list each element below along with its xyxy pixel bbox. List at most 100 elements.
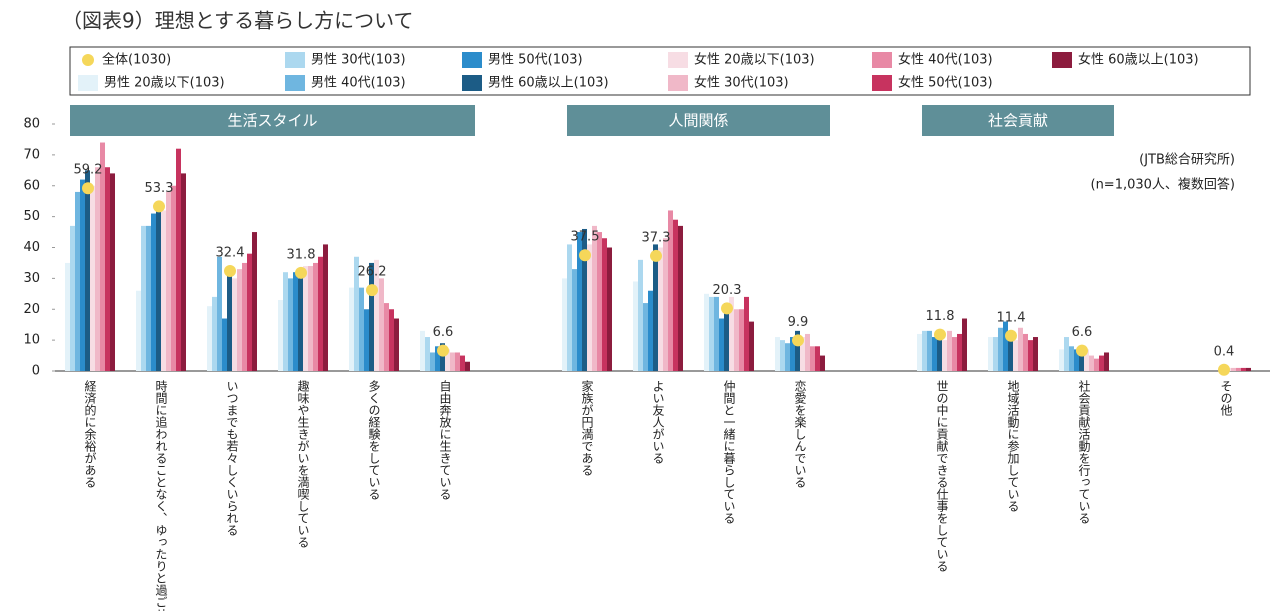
bar [176, 148, 181, 371]
y-tick-label: 70 [23, 147, 40, 162]
bar [369, 262, 374, 371]
group-header [567, 105, 830, 136]
bar [988, 337, 993, 371]
bar [445, 349, 450, 371]
legend-label: 女性 50代(103) [898, 75, 993, 91]
bar [587, 244, 592, 371]
bar [947, 330, 952, 371]
bar [384, 303, 389, 371]
bar [389, 309, 394, 371]
bar [1236, 367, 1241, 371]
bar [374, 259, 379, 371]
bar [582, 228, 587, 371]
legend-swatch [462, 52, 482, 68]
bar [648, 290, 653, 371]
bar [110, 173, 115, 371]
bar [303, 266, 308, 371]
bar [633, 281, 638, 371]
legend-box [69, 46, 1251, 96]
overall-value-label: 37.3 [642, 230, 671, 245]
bar [75, 191, 80, 371]
bar [425, 337, 430, 371]
bar [739, 309, 744, 371]
bar [298, 278, 303, 371]
bar [998, 327, 1003, 371]
bar [283, 272, 288, 371]
overall-marker [295, 266, 307, 279]
bar [922, 330, 927, 371]
bar [749, 321, 754, 371]
bar [450, 352, 455, 371]
x-tick-label: 世の中に貢献できる仕事をしている [935, 380, 949, 572]
bar [927, 330, 932, 371]
bar [1079, 346, 1084, 371]
group-label: 社会貢献 [988, 112, 1048, 130]
bar [729, 296, 734, 371]
bar [678, 225, 683, 371]
legend-label: 男性 20歳以下(103) [104, 76, 225, 91]
y-tick-label: 80 [23, 117, 40, 132]
bar [1003, 321, 1008, 371]
bar [1028, 340, 1033, 371]
bar [937, 330, 942, 371]
y-tick-label: 20 [23, 302, 40, 317]
overall-value-label: 6.6 [433, 325, 454, 340]
bar [207, 306, 212, 371]
overall-value-label: 9.9 [788, 315, 809, 330]
bar [805, 333, 810, 371]
bar [704, 293, 709, 371]
overall-marker [1076, 344, 1088, 357]
bar [744, 296, 749, 371]
bar [1013, 340, 1018, 371]
bar [85, 170, 90, 371]
bar [1089, 355, 1094, 371]
bar [359, 287, 364, 371]
sample-note: (n=1,030人、複数回答) [1091, 177, 1236, 193]
overall-value-label: 26.2 [358, 265, 387, 280]
overall-value-label: 32.4 [216, 245, 245, 260]
legend-swatch [668, 52, 688, 68]
bar [917, 333, 922, 371]
bar [212, 296, 217, 371]
bar [151, 213, 156, 371]
legend-swatch [872, 75, 892, 91]
x-tick-label: 自由奔放に生きている [438, 380, 452, 500]
bar [313, 262, 318, 371]
bar [1069, 346, 1074, 371]
bar [1018, 327, 1023, 371]
overall-marker [650, 249, 662, 262]
bar [795, 330, 800, 371]
bar [278, 299, 283, 371]
bar [638, 259, 643, 371]
bar [227, 269, 232, 371]
bar [217, 256, 222, 371]
bar [318, 256, 323, 371]
overall-marker [224, 264, 236, 277]
legend-marker [82, 54, 94, 66]
overall-marker [792, 334, 804, 347]
bar [237, 269, 242, 371]
legend-swatch [285, 75, 305, 91]
bar [171, 185, 176, 371]
bar [719, 318, 724, 371]
bar [724, 303, 729, 371]
legend-label: 女性 30代(103) [694, 75, 789, 91]
bar [166, 191, 171, 371]
bar [1104, 352, 1109, 371]
bar [663, 238, 668, 371]
legend-label: 男性 50代(103) [488, 53, 583, 68]
overall-marker [1218, 363, 1230, 376]
legend-label: 女性 20歳以下(103) [694, 52, 815, 68]
bar [323, 244, 328, 371]
y-tick-label: 0 [32, 364, 40, 379]
bar [643, 303, 648, 371]
bar [734, 309, 739, 371]
bar [1008, 333, 1013, 371]
overall-value-label: 11.8 [926, 309, 955, 324]
bar [815, 346, 820, 371]
x-tick-label: 経済的に余裕がある [83, 380, 97, 488]
legend-label: 女性 60歳以上(103) [1078, 52, 1199, 68]
legend-swatch [78, 75, 98, 91]
legend-label: 全体(1030) [102, 52, 171, 68]
bar [592, 225, 597, 371]
